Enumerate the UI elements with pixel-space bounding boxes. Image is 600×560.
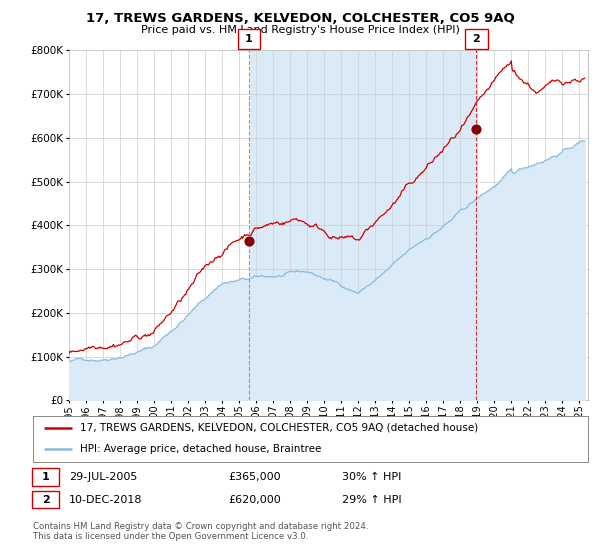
Text: 17, TREWS GARDENS, KELVEDON, COLCHESTER, CO5 9AQ (detached house): 17, TREWS GARDENS, KELVEDON, COLCHESTER,…	[80, 423, 478, 432]
Text: 10-DEC-2018: 10-DEC-2018	[69, 494, 143, 505]
Text: HPI: Average price, detached house, Braintree: HPI: Average price, detached house, Brai…	[80, 444, 322, 454]
Text: Price paid vs. HM Land Registry's House Price Index (HPI): Price paid vs. HM Land Registry's House …	[140, 25, 460, 35]
Text: 2: 2	[42, 494, 49, 505]
Text: 17, TREWS GARDENS, KELVEDON, COLCHESTER, CO5 9AQ: 17, TREWS GARDENS, KELVEDON, COLCHESTER,…	[86, 12, 514, 25]
Text: 1: 1	[245, 34, 253, 44]
Text: 29-JUL-2005: 29-JUL-2005	[69, 472, 137, 482]
Point	[244, 236, 254, 245]
Text: £620,000: £620,000	[228, 494, 281, 505]
Text: 1: 1	[42, 472, 49, 482]
Bar	[69, 50, 249, 400]
Text: 2: 2	[472, 34, 480, 44]
Text: 29% ↑ HPI: 29% ↑ HPI	[342, 494, 401, 505]
Text: Contains HM Land Registry data © Crown copyright and database right 2024.
This d: Contains HM Land Registry data © Crown c…	[33, 522, 368, 542]
Text: 30% ↑ HPI: 30% ↑ HPI	[342, 472, 401, 482]
Point	[472, 125, 481, 134]
Bar	[476, 50, 588, 400]
Text: £365,000: £365,000	[228, 472, 281, 482]
